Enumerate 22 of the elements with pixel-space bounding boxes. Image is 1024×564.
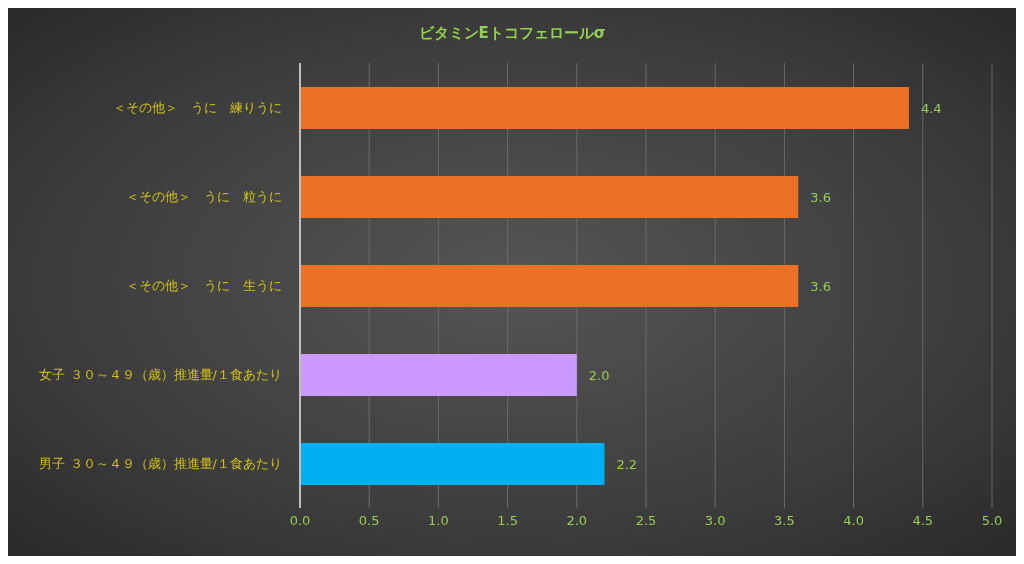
data-label: 3.6	[810, 189, 831, 205]
x-tick-label: 1.5	[497, 513, 518, 529]
chart-title: ビタミンEトコフェロールσ	[417, 24, 607, 43]
x-tick-label: 1.0	[428, 513, 449, 529]
x-tick-label: 4.5	[912, 513, 934, 529]
data-label: 3.6	[810, 278, 831, 294]
y-tick-label: 女子 ３０～４９（歳）推進量/１食あたり	[39, 366, 282, 382]
x-tick-label: 4.0	[843, 513, 864, 529]
data-label: 2.2	[616, 456, 638, 472]
x-tick-label: 5.0	[981, 513, 1003, 529]
x-tick-label: 2.5	[635, 513, 657, 529]
y-tick-label: 男子 ３０～４９（歳）推進量/１食あたり	[39, 455, 282, 471]
y-tick-label: ＜その他＞ うに 練りうに	[113, 99, 282, 115]
y-tick-label: ＜その他＞ うに 生うに	[126, 277, 282, 293]
x-tick-label: 0.0	[289, 513, 311, 529]
x-tick-label: 2.0	[566, 513, 588, 529]
x-tick-label: 0.5	[358, 513, 380, 529]
data-label: 4.4	[920, 100, 942, 116]
data-label: 2.0	[588, 367, 610, 383]
y-tick-label: ＜その他＞ うに 粒うに	[126, 188, 282, 204]
x-tick-label: 3.5	[774, 513, 795, 529]
x-tick-label: 3.0	[704, 513, 726, 529]
